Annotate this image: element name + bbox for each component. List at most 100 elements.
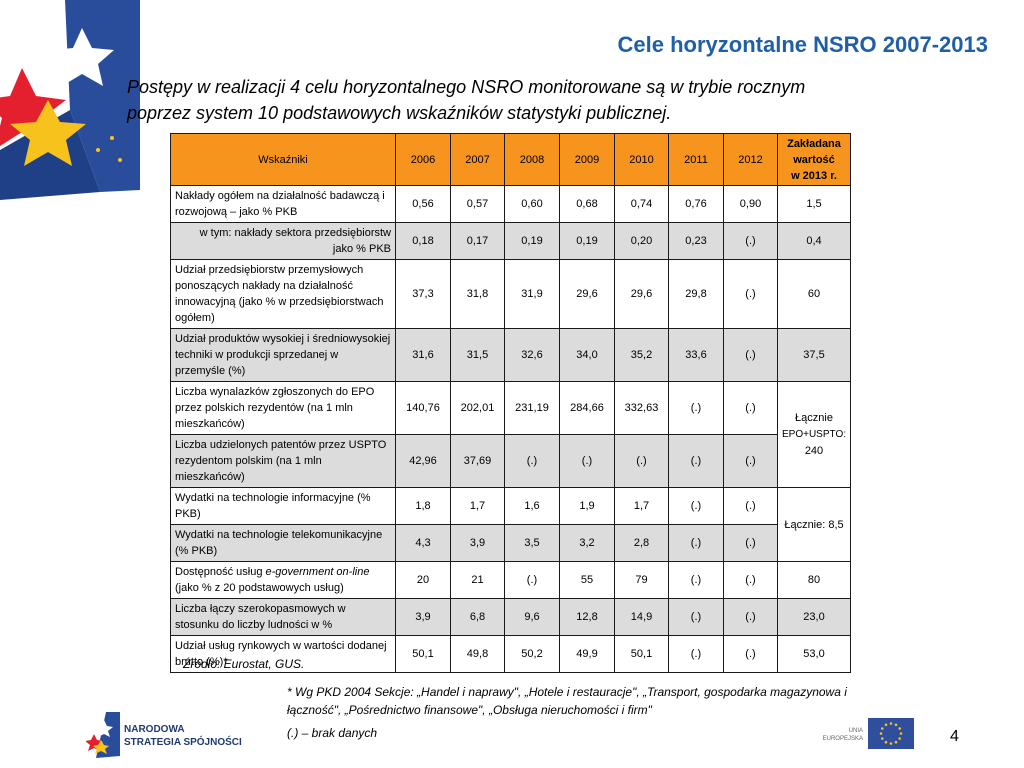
col-header-year: 2012 (723, 133, 778, 186)
eu-line: EUROPEJSKA (822, 736, 863, 742)
cell-value: 0,60 (504, 185, 560, 223)
cell-value: 29,8 (668, 259, 724, 329)
cell-target: 1,5 (777, 185, 851, 223)
cell-value: 3,9 (450, 524, 505, 562)
cell-value: 2,8 (614, 524, 669, 562)
table-row: Liczba udzielonych patentów przez USPTO … (170, 434, 851, 488)
cell-value: 3,2 (559, 524, 615, 562)
cell-value: 1,9 (559, 487, 615, 525)
cell-value: 49,8 (450, 635, 505, 673)
cell-value: 0,18 (395, 222, 451, 260)
cell-value: (.) (668, 524, 724, 562)
table-row: w tym: nakłady sektora przedsiębiorstw ja… (170, 222, 851, 260)
cell-value: 55 (559, 561, 615, 599)
cell-value: 231,19 (504, 381, 560, 435)
col-header-year: 2011 (668, 133, 724, 186)
table-row: Liczba wynalazków zgłoszonych do EPO prz… (170, 381, 851, 488)
cell-target-merged: Łącznie: 8,5 (777, 487, 851, 562)
indicators-table: Wskaźniki 2006 2007 2008 2009 2010 2011 … (170, 133, 851, 673)
cell-value: 9,6 (504, 598, 560, 636)
table-row: Nakłady ogółem na działalność badawczą i… (170, 185, 851, 223)
cell-value: 31,9 (504, 259, 560, 329)
cell-target: 0,4 (777, 222, 851, 260)
col-header-indicators: Wskaźniki (170, 133, 396, 186)
cell-value: 0,19 (504, 222, 560, 260)
cell-value: 0,19 (559, 222, 615, 260)
cell-value: (.) (614, 434, 669, 488)
row-label: Dostępność usług e-government on-line (ja… (170, 561, 396, 599)
row-label-emphasis: e-government on-line (265, 566, 370, 578)
cell-value: 50,2 (504, 635, 560, 673)
cell-value: (.) (723, 635, 778, 673)
table-row: Udział przedsiębiorstw przemysłowych pon… (170, 259, 851, 329)
col-header-year: 2007 (450, 133, 505, 186)
star-emblem-decoration (0, 0, 140, 200)
cell-value: (.) (559, 434, 615, 488)
table-row: Liczba łączy szerokopasmowych w stosunku… (170, 598, 851, 636)
cell-value: (.) (668, 487, 724, 525)
eu-caption: UNIA EUROPEJSKA (805, 727, 863, 743)
cell-value: 33,6 (668, 328, 724, 382)
row-label: Liczba łączy szerokopasmowych w stosunku… (170, 598, 396, 636)
target-line: Łącznie (795, 412, 833, 424)
cell-value: (.) (668, 381, 724, 435)
cell-value: 14,9 (614, 598, 669, 636)
row-label-line: w tym: nakłady sektora przedsiębiorstw (199, 227, 391, 239)
row-label-part: Dostępność usług (175, 566, 266, 578)
cell-value: (.) (723, 561, 778, 599)
cell-value: (.) (723, 222, 778, 260)
intro-text: Postępy w realizacji 4 celu horyzontalne… (127, 74, 927, 126)
row-label: Wydatki na technologie informacyjne (% P… (170, 487, 396, 525)
cell-value: (.) (723, 328, 778, 382)
cell-value: 21 (450, 561, 505, 599)
cell-value: (.) (504, 434, 560, 488)
cell-value: 284,66 (559, 381, 615, 435)
target-header-line: w 2013 r. (791, 169, 837, 182)
cell-value: (.) (723, 524, 778, 562)
cell-value: 50,1 (395, 635, 451, 673)
target-header-line: wartość (793, 153, 835, 166)
table-row: Wydatki na technologie telekomunikacyjne… (170, 524, 851, 562)
page-number: 4 (950, 728, 959, 745)
cell-value: 49,9 (559, 635, 615, 673)
cell-value: 31,8 (450, 259, 505, 329)
target-line: EPO+USPTO: (782, 429, 847, 440)
row-label-line: jako % PKB (332, 243, 391, 255)
cell-value: 140,76 (395, 381, 451, 435)
cell-value: 12,8 (559, 598, 615, 636)
cell-value: 0,90 (723, 185, 778, 223)
cell-value: 29,6 (614, 259, 669, 329)
cell-value: (.) (723, 598, 778, 636)
row-label: Udział przedsiębiorstw przemysłowych pon… (170, 259, 396, 329)
row-label-part: (jako % z 20 podstawowych usług) (175, 582, 344, 594)
cell-value: 6,8 (450, 598, 505, 636)
cell-value: (.) (723, 381, 778, 435)
cell-value: 79 (614, 561, 669, 599)
cell-target: 80 (777, 561, 851, 599)
cell-value: 1,7 (614, 487, 669, 525)
cell-value: 0,68 (559, 185, 615, 223)
row-label: Udział usług rynkowych w wartości dodane… (170, 635, 396, 673)
eu-flag-icon (868, 718, 914, 749)
intro-line-2: poprzez system 10 podstawowych wskaźnikó… (127, 103, 672, 123)
cell-value: (.) (723, 487, 778, 525)
row-label: Wydatki na technologie telekomunikacyjne… (170, 524, 396, 562)
table-row: Udział produktów wysokiej i średniowysok… (170, 328, 851, 382)
cell-value: (.) (668, 635, 724, 673)
row-label: Udział produktów wysokiej i średniowysok… (170, 328, 396, 382)
cell-value: (.) (668, 598, 724, 636)
cell-value: 42,96 (395, 434, 451, 488)
cell-value: 31,5 (450, 328, 505, 382)
cell-value: (.) (504, 561, 560, 599)
cell-value: 20 (395, 561, 451, 599)
cell-target: 23,0 (777, 598, 851, 636)
cell-value: 0,17 (450, 222, 505, 260)
cell-value: 34,0 (559, 328, 615, 382)
cell-value: 0,76 (668, 185, 724, 223)
eu-line: UNIA (848, 728, 863, 734)
cell-value: 3,9 (395, 598, 451, 636)
table-row: Wydatki na technologie informacyjne (% P… (170, 487, 851, 562)
table-row: Udział usług rynkowych w wartości dodane… (170, 635, 851, 673)
cell-value: 1,7 (450, 487, 505, 525)
narodowa-strategia-spojnosci-logo (86, 712, 120, 758)
